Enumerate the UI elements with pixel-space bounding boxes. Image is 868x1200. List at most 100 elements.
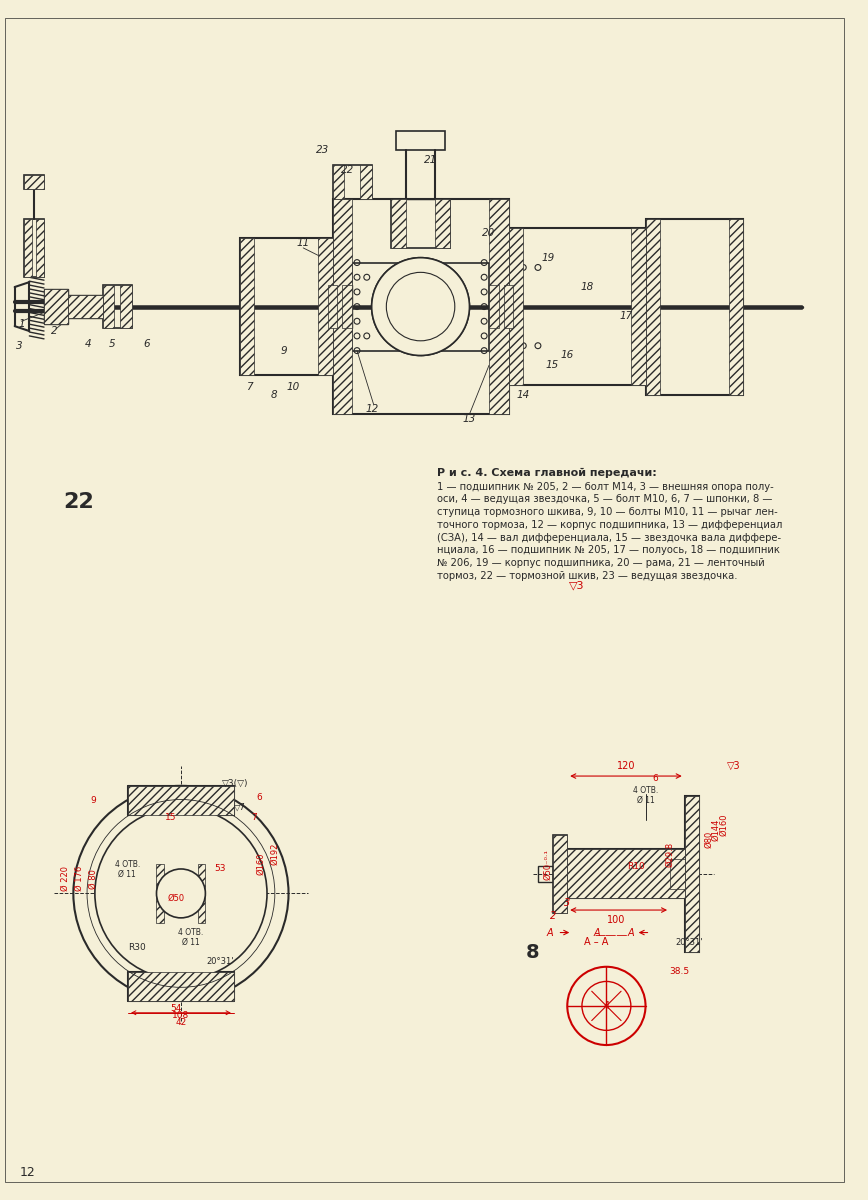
Bar bbox=[509, 228, 523, 385]
Text: 3: 3 bbox=[16, 341, 23, 350]
Bar bbox=[553, 835, 568, 913]
Bar bbox=[69, 295, 102, 318]
Text: A – A: A – A bbox=[584, 937, 608, 947]
Bar bbox=[489, 286, 514, 328]
Bar bbox=[24, 174, 44, 190]
Text: ▽7: ▽7 bbox=[233, 803, 246, 812]
Text: 8: 8 bbox=[526, 943, 540, 961]
Text: 7: 7 bbox=[252, 812, 257, 822]
Text: 120: 120 bbox=[617, 761, 635, 772]
Bar bbox=[489, 286, 499, 328]
Text: оси, 4 — ведущая звездочка, 5 — болт М10, 6, 7 — шпонки, 8 —: оси, 4 — ведущая звездочка, 5 — болт М10… bbox=[437, 494, 773, 504]
Bar bbox=[332, 164, 345, 199]
Bar bbox=[568, 850, 685, 899]
Text: 20: 20 bbox=[483, 228, 496, 239]
Text: Ø 11: Ø 11 bbox=[118, 869, 136, 878]
Text: 100: 100 bbox=[607, 914, 625, 925]
Text: 12: 12 bbox=[365, 404, 378, 414]
Bar bbox=[44, 289, 69, 324]
Text: ▽3(▽): ▽3(▽) bbox=[221, 779, 248, 787]
Bar bbox=[332, 199, 509, 414]
Bar bbox=[121, 286, 132, 328]
Bar bbox=[503, 286, 514, 328]
Text: 13: 13 bbox=[463, 414, 477, 424]
Bar bbox=[685, 796, 700, 952]
Bar bbox=[396, 131, 445, 150]
Text: 6: 6 bbox=[653, 774, 658, 782]
Text: 1 — подшипник № 205, 2 — болт М14, 3 — внешняя опора полу-: 1 — подшипник № 205, 2 — болт М14, 3 — в… bbox=[437, 481, 774, 492]
Bar bbox=[352, 263, 489, 350]
Text: 15: 15 bbox=[166, 812, 177, 822]
Bar bbox=[646, 218, 661, 395]
Bar bbox=[240, 238, 332, 376]
Text: R30: R30 bbox=[128, 943, 146, 952]
Text: ▽3: ▽3 bbox=[727, 761, 740, 772]
Text: Р и с. 4. Схема главной передачи:: Р и с. 4. Схема главной передачи: bbox=[437, 468, 657, 478]
Bar bbox=[102, 286, 115, 328]
Text: 6: 6 bbox=[256, 793, 262, 802]
Bar bbox=[332, 164, 372, 199]
Text: Ø 11: Ø 11 bbox=[636, 796, 654, 805]
Bar bbox=[327, 286, 352, 328]
Text: 42: 42 bbox=[175, 1018, 187, 1027]
Text: ▽3: ▽3 bbox=[569, 581, 585, 590]
Text: тормоз, 22 — тормозной шкив, 23 — ведущая звездочка.: тормоз, 22 — тормозной шкив, 23 — ведуща… bbox=[437, 571, 738, 581]
Bar bbox=[24, 218, 44, 277]
Text: 2: 2 bbox=[50, 326, 57, 336]
Bar bbox=[24, 174, 44, 190]
Text: 20°31': 20°31' bbox=[207, 958, 233, 966]
Circle shape bbox=[95, 808, 267, 979]
Text: Ø50⁻⁰·¹: Ø50⁻⁰·¹ bbox=[543, 848, 552, 880]
Text: 5: 5 bbox=[109, 338, 115, 349]
Text: A: A bbox=[594, 928, 600, 937]
Text: 18: 18 bbox=[580, 282, 594, 292]
Bar bbox=[391, 199, 406, 248]
Text: A: A bbox=[628, 928, 635, 937]
Text: 22: 22 bbox=[62, 492, 94, 512]
Circle shape bbox=[156, 869, 206, 918]
Bar bbox=[36, 218, 44, 277]
Bar bbox=[391, 277, 450, 336]
Bar bbox=[391, 199, 450, 248]
Bar bbox=[685, 796, 700, 952]
Bar bbox=[728, 218, 743, 395]
Text: 9: 9 bbox=[90, 796, 95, 805]
Bar bbox=[670, 859, 685, 888]
Text: R10: R10 bbox=[627, 862, 645, 870]
Bar bbox=[198, 864, 206, 923]
Text: 4: 4 bbox=[85, 338, 91, 349]
Bar bbox=[128, 972, 233, 1001]
Text: 6: 6 bbox=[143, 338, 150, 349]
Text: 12: 12 bbox=[20, 1165, 36, 1178]
Text: 14: 14 bbox=[516, 390, 529, 400]
Text: 4: 4 bbox=[603, 1001, 609, 1010]
Bar bbox=[646, 218, 743, 395]
Text: Ø29.8: Ø29.8 bbox=[666, 841, 674, 866]
Text: 1: 1 bbox=[18, 319, 25, 329]
Bar bbox=[360, 164, 372, 199]
Text: точного тормоза, 12 — корпус подшипника, 13 — дифференциал: точного тормоза, 12 — корпус подшипника,… bbox=[437, 520, 783, 529]
Text: 23: 23 bbox=[316, 145, 329, 155]
Bar bbox=[435, 199, 450, 248]
Bar bbox=[538, 866, 553, 882]
Text: 9: 9 bbox=[280, 346, 287, 355]
Text: 19: 19 bbox=[541, 253, 555, 263]
Bar bbox=[631, 228, 646, 385]
Text: (СЗА), 14 — вал дифференциала, 15 — звездочка вала диффере-: (СЗА), 14 — вал дифференциала, 15 — звез… bbox=[437, 533, 781, 542]
Text: 20°31': 20°31' bbox=[676, 938, 703, 947]
Text: 22: 22 bbox=[340, 164, 354, 175]
Bar bbox=[102, 286, 132, 328]
Text: Ø192: Ø192 bbox=[270, 844, 279, 865]
Text: Ø 176: Ø 176 bbox=[75, 866, 83, 892]
Bar bbox=[24, 218, 32, 277]
Text: 2: 2 bbox=[549, 911, 556, 920]
Text: Ø 220: Ø 220 bbox=[61, 866, 70, 892]
Bar bbox=[509, 228, 646, 385]
Bar bbox=[318, 238, 332, 376]
Text: 7: 7 bbox=[247, 382, 253, 391]
Text: Ø 11: Ø 11 bbox=[182, 938, 200, 947]
Bar bbox=[44, 289, 69, 324]
Text: 17: 17 bbox=[620, 311, 633, 322]
Text: Ø160: Ø160 bbox=[720, 814, 728, 836]
Text: Ø144: Ø144 bbox=[712, 818, 720, 841]
